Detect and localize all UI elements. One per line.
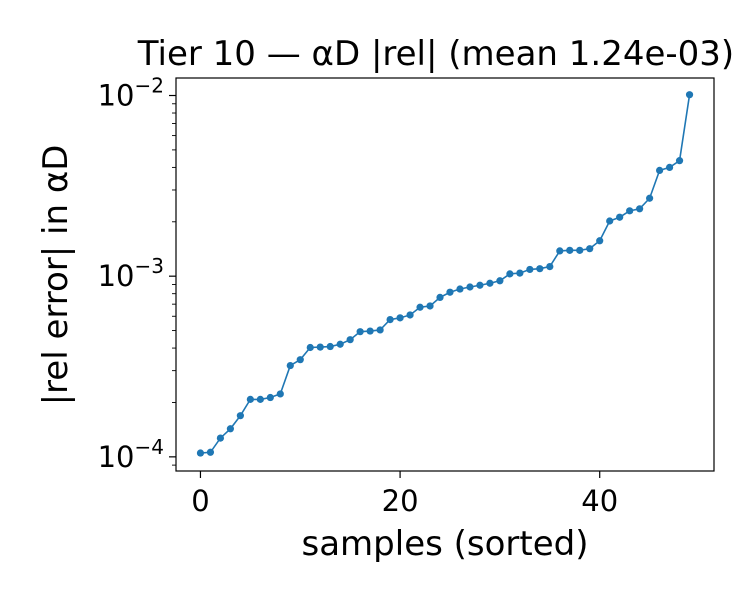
data-point [656, 166, 664, 175]
data-point [236, 412, 244, 420]
x-tick-label: 0 [191, 484, 209, 518]
data-point [386, 316, 394, 324]
data-point [366, 327, 374, 335]
chart-title: Tier 10 — αD |rel| (mean 1.24e-03) [137, 34, 734, 74]
data-point [336, 340, 344, 348]
data-point [586, 245, 594, 253]
x-tick-label: 20 [382, 484, 419, 518]
data-point [356, 328, 364, 336]
data-point [685, 91, 694, 99]
data-point [316, 343, 324, 351]
data-point [516, 269, 524, 277]
data-point [675, 157, 684, 165]
data-point [296, 356, 304, 364]
plot-area [175, 77, 715, 472]
data-point [436, 293, 444, 302]
y-axis-label: |rel error| in αD [36, 145, 76, 406]
data-point [506, 270, 514, 278]
data-point [286, 361, 294, 370]
y-tick-label: 10−3 [98, 254, 164, 293]
data-point [496, 277, 504, 285]
data-point [226, 425, 234, 433]
data-point [546, 262, 554, 271]
data-point [486, 279, 494, 287]
y-tick-label: 10−2 [98, 74, 164, 113]
data-point [416, 303, 424, 311]
y-axis-ticks: 10−4 10−3 10−2 [98, 74, 176, 474]
data-point [346, 336, 354, 344]
data-point [626, 207, 634, 215]
data-point [216, 434, 225, 442]
data-point [556, 247, 564, 255]
data-point [576, 246, 584, 254]
series-path [200, 94, 691, 454]
data-point [665, 163, 674, 172]
data-point [476, 281, 484, 289]
data-point [426, 302, 434, 310]
x-tick-label: 40 [581, 484, 618, 518]
data-point [206, 448, 215, 456]
y-tick-label: 10−4 [98, 435, 164, 474]
data-point [636, 205, 644, 213]
data-point [306, 343, 314, 352]
data-point [596, 237, 604, 245]
data-point [616, 213, 624, 221]
data-point [566, 246, 574, 254]
x-axis-ticks: 0 20 40 [191, 471, 618, 518]
data-point [256, 395, 264, 403]
data-point [376, 326, 384, 334]
data-point [536, 265, 544, 273]
data-point [246, 395, 254, 403]
data-point [276, 390, 284, 398]
data-point [396, 314, 404, 322]
series-line [196, 91, 694, 457]
x-axis-label: samples (sorted) [302, 524, 589, 564]
data-point [446, 288, 454, 296]
data-point [266, 393, 274, 402]
data-point [456, 285, 464, 293]
data-point [406, 311, 414, 319]
data-point [606, 217, 614, 225]
data-point [526, 265, 534, 274]
data-point [466, 283, 474, 291]
data-point [196, 449, 205, 457]
data-point [326, 342, 334, 351]
data-point [646, 194, 654, 202]
